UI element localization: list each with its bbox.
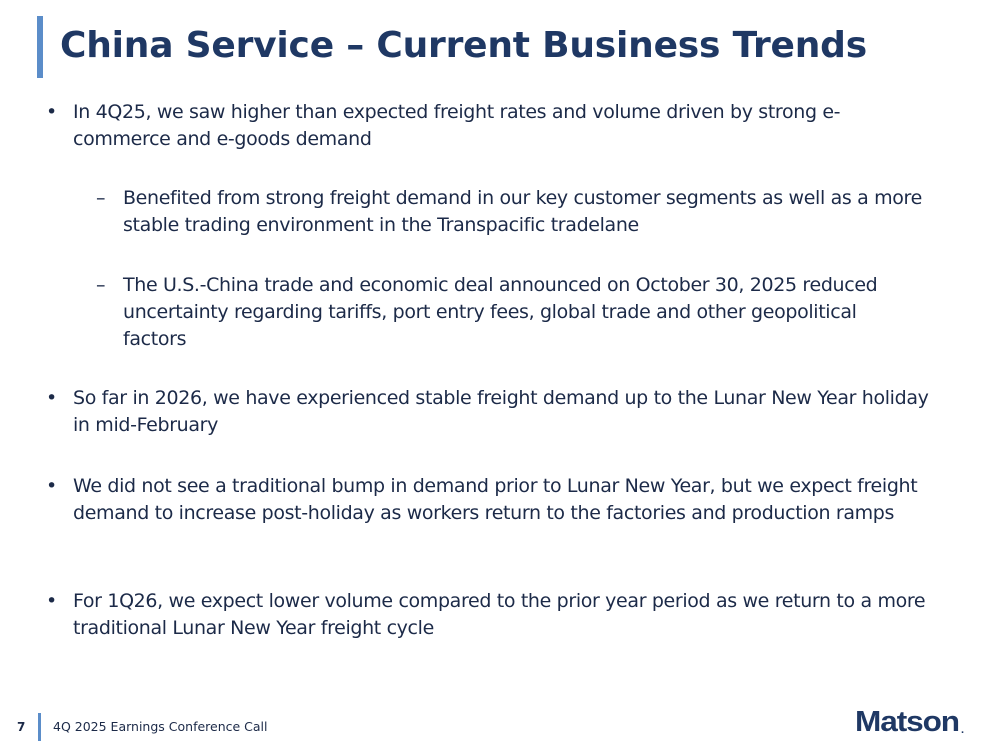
bullet-item: • For 1Q26, we expect lower volume compa… — [46, 588, 963, 642]
dash-marker: – — [96, 274, 106, 296]
logo-wordmark: Matson — [855, 706, 959, 738]
bullet-marker: • — [46, 475, 57, 497]
slide-content: • In 4Q25, we saw higher than expected f… — [46, 99, 963, 642]
bullet-text: In 4Q25, we saw higher than expected fre… — [73, 101, 841, 150]
bullet-item: • In 4Q25, we saw higher than expected f… — [46, 99, 903, 153]
dash-marker: – — [96, 187, 106, 209]
sub-bullet-item: – Benefited from strong freight demand i… — [96, 185, 953, 239]
bullet-marker: • — [46, 387, 57, 409]
bullet-marker: • — [46, 590, 57, 612]
slide-title: China Service – Current Business Trends — [60, 25, 867, 66]
page-number: 7 — [17, 720, 26, 734]
bullet-text: For 1Q26, we expect lower volume compare… — [73, 590, 926, 639]
logo-mark: . — [961, 724, 964, 736]
bullet-text: We did not see a traditional bump in dem… — [73, 475, 918, 524]
sub-bullet-item: – The U.S.-China trade and economic deal… — [96, 272, 923, 353]
sub-bullet-text: Benefited from strong freight demand in … — [123, 187, 922, 236]
sub-bullet-text: The U.S.-China trade and economic deal a… — [123, 274, 878, 350]
matson-logo: Matson . — [855, 706, 964, 738]
footer-divider — [38, 713, 41, 741]
bullet-item: • We did not see a traditional bump in d… — [46, 473, 943, 527]
title-accent-bar — [37, 16, 43, 78]
bullet-text: So far in 2026, we have experienced stab… — [73, 387, 929, 436]
footer-caption: 4Q 2025 Earnings Conference Call — [53, 719, 268, 734]
bullet-marker: • — [46, 101, 57, 123]
bullet-item: • So far in 2026, we have experienced st… — [46, 385, 943, 439]
